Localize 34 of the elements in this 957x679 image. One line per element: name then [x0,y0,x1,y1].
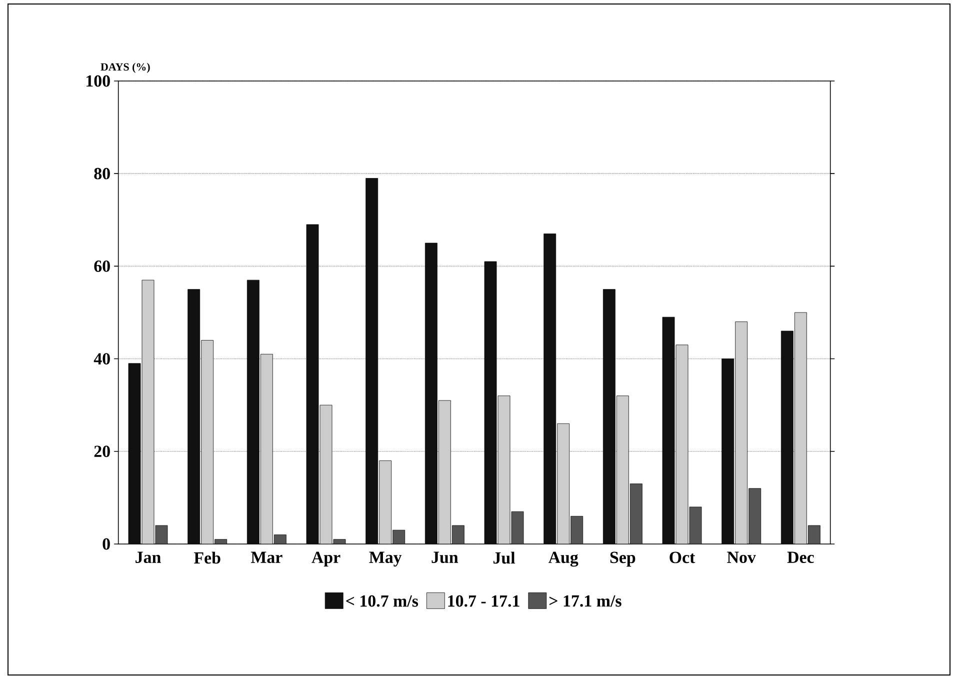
x-tick-label: Jul [493,552,516,564]
x-tick-label: Jun [432,552,458,564]
y-tick-label: 80 [94,168,110,180]
bar [676,344,688,544]
y-tick-label: 60 [94,260,110,272]
legend-label: < 10.7 m/s [346,595,418,607]
bar [379,460,392,544]
x-tick-label: May [369,552,402,566]
bar [201,340,214,544]
bar [794,312,807,544]
bar [438,400,451,544]
bar [735,322,748,544]
legend-label: > 17.1 m/s [549,595,622,607]
x-tick-label: Aug [548,552,578,567]
bar [142,280,154,544]
bar [616,396,629,544]
x-tick-label: Oct [670,552,696,564]
y-tick-label: 100 [86,75,110,87]
x-tick-label: Feb [194,552,220,564]
y-tick-label: 40 [94,353,110,365]
legend-label: 10.7 - 17.1 [448,595,520,607]
y-tick-label: 0 [102,538,110,550]
bar [557,423,570,544]
bar [260,354,273,544]
x-tick-label: Dec [787,552,814,563]
x-tick-label: Sep [610,552,636,567]
bar [320,404,332,544]
y-tick-label: 20 [94,446,110,458]
x-tick-label: Nov [727,552,756,564]
x-tick-label: Apr [312,552,340,567]
y-axis-title: DAYS (%) [100,62,150,73]
bar [498,396,510,544]
x-tick-label: Mar [250,552,282,564]
x-tick-label: Jan [136,552,161,564]
